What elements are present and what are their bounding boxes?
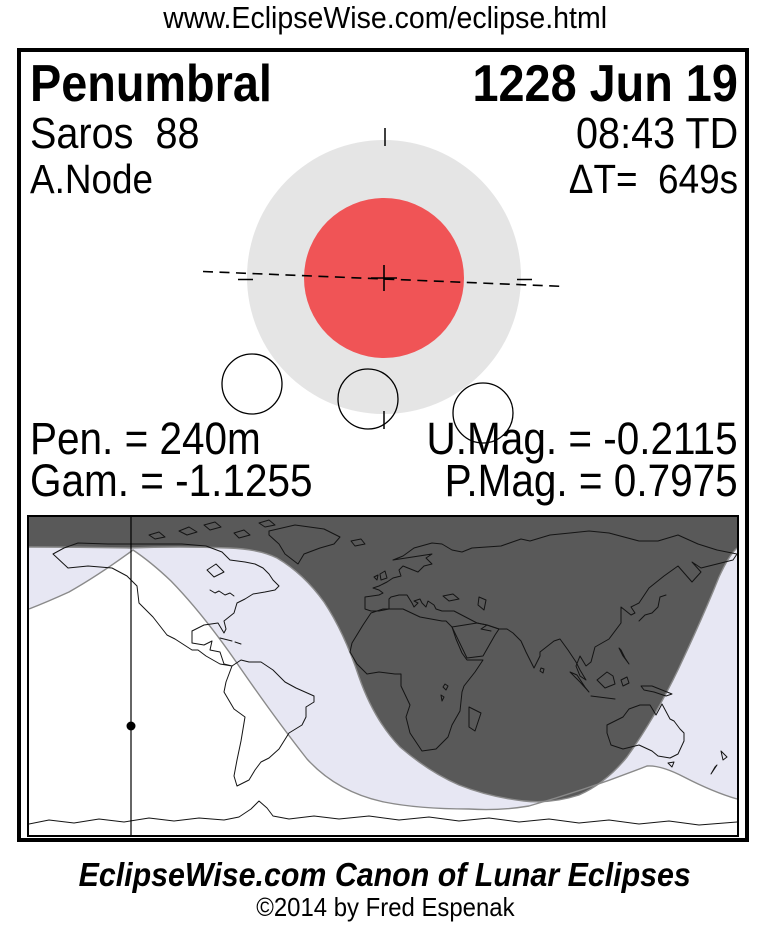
penumbral-magnitude: P.Mag. = 0.7975 xyxy=(444,455,738,506)
copyright-line: ©2014 by Fred Espenak xyxy=(255,892,515,922)
coast-caribbean xyxy=(219,637,242,645)
visibility-map xyxy=(28,517,738,835)
sublunar-point-dot xyxy=(126,721,136,731)
eclipse-type-title: Penumbral xyxy=(30,55,272,113)
moon-circle-greatest xyxy=(337,368,399,430)
coast-eurasia xyxy=(364,530,738,681)
coast-great-lakes xyxy=(209,589,235,597)
penumbral-duration: Pen. = 240m xyxy=(30,413,261,464)
moon-circle-first-contact xyxy=(221,353,283,415)
visibility-map-frame xyxy=(27,515,739,837)
coast-iceland xyxy=(350,538,366,547)
moon-path-line xyxy=(202,270,566,288)
coast-africa xyxy=(349,608,484,752)
delta-t-value: ΔT= 649s xyxy=(568,156,738,202)
coast-arabia xyxy=(451,622,500,659)
coast-greenland xyxy=(268,524,341,565)
coast-caspian-sea xyxy=(477,596,487,611)
shadow-diagram xyxy=(202,128,566,444)
visibility-curve-inner xyxy=(28,546,738,803)
gamma-value: Gam. = -1.1255 xyxy=(30,455,313,506)
site-url: www.EclipseWise.com/eclipse.html xyxy=(0,2,770,33)
coast-antarctica xyxy=(28,800,738,826)
coast-black-sea xyxy=(442,593,460,602)
coast-african-lakes xyxy=(440,683,449,702)
coast-arctic-islands xyxy=(148,519,276,540)
umbral-magnitude: U.Mag. = -0.2115 xyxy=(426,413,738,464)
visibility-curve-outer xyxy=(28,549,738,811)
eclipse-card-frame xyxy=(17,48,749,842)
coast-madagascar xyxy=(468,706,482,732)
coast-japan xyxy=(638,594,667,622)
coast-sri-lanka xyxy=(539,667,545,674)
no-visibility-region xyxy=(29,517,737,802)
coast-philippines xyxy=(618,647,630,665)
coast-south-america xyxy=(223,659,315,787)
greatest-eclipse-time: 08:43 TD xyxy=(575,109,738,158)
center-cross xyxy=(371,265,397,291)
coast-hudson-bay xyxy=(206,563,225,578)
coast-north-america xyxy=(52,542,280,667)
coast-british-isles xyxy=(373,570,388,581)
canon-title: EclipseWise.com Canon of Lunar Eclipses xyxy=(78,856,692,893)
coast-sumatra-java xyxy=(569,671,616,700)
coastlines xyxy=(28,519,738,826)
coast-new-guinea xyxy=(640,685,673,697)
moon-circle-last-contact xyxy=(452,382,514,444)
coast-new-zealand xyxy=(710,750,728,775)
coast-tasmania xyxy=(667,761,675,768)
coast-borneo xyxy=(596,671,616,689)
coast-sulawesi xyxy=(620,676,630,687)
coast-australia xyxy=(606,703,685,759)
node-label: A.Node xyxy=(30,156,154,202)
eclipse-date: 1228 Jun 19 xyxy=(472,55,738,113)
site-url-text: www.EclipseWise.com/eclipse.html xyxy=(163,0,607,35)
saros-label: Saros 88 xyxy=(30,109,200,158)
